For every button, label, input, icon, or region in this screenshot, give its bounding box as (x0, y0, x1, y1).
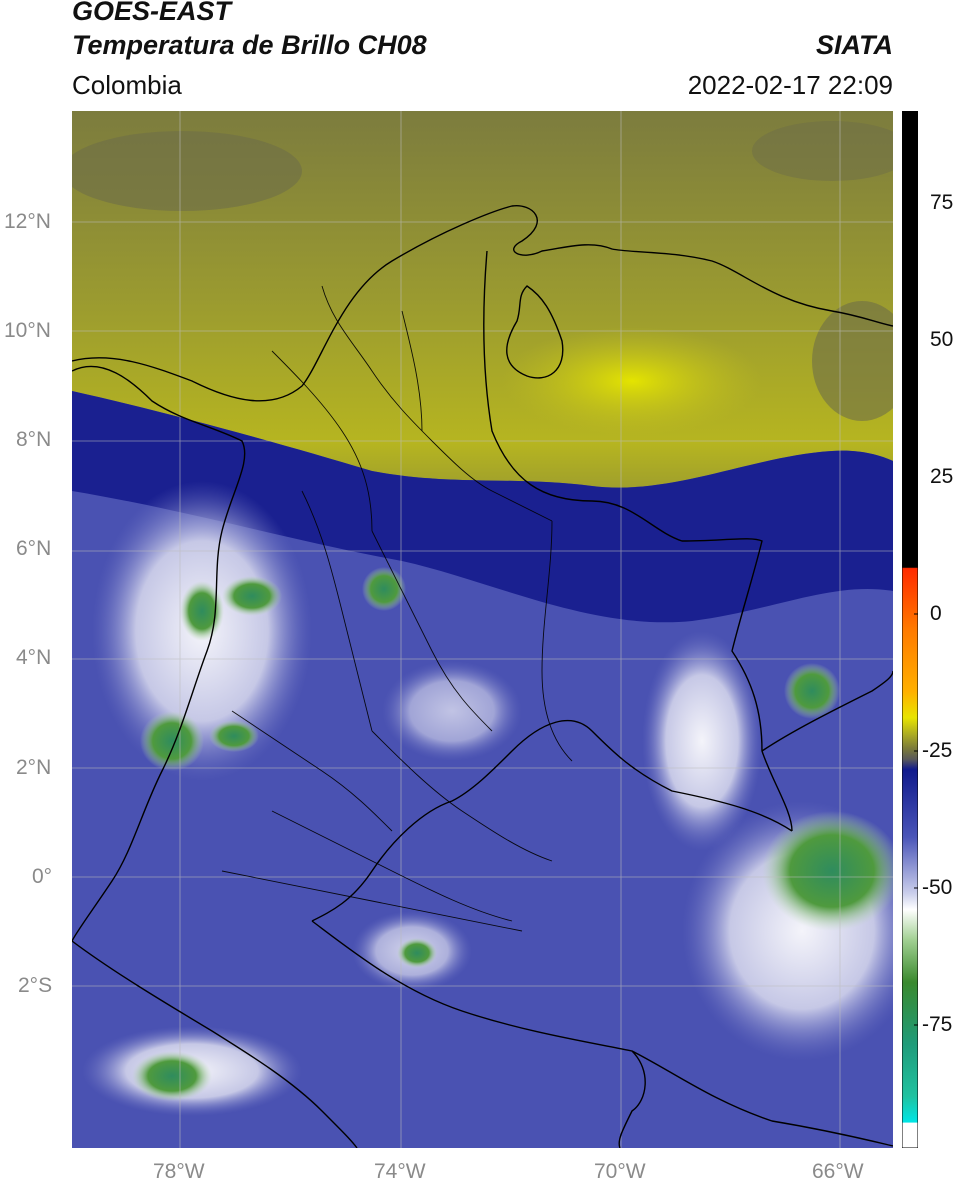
convective-cell (762, 811, 893, 931)
lat-label: 2°N (16, 756, 52, 779)
satellite-title: GOES-EAST (72, 0, 232, 26)
lat-label: 0° (32, 865, 53, 888)
colorbar-label: -75 (922, 1013, 953, 1036)
product-title: Temperatura de Brillo CH08 (72, 30, 427, 60)
lat-label: 12°N (4, 210, 51, 233)
convective-cell (222, 576, 282, 616)
colorbar-label: 25 (930, 465, 954, 488)
lat-label: 6°N (16, 537, 52, 560)
convective-cell (180, 581, 224, 641)
lon-label: 66°W (812, 1160, 864, 1183)
lat-label: 4°N (16, 646, 52, 669)
navy-band (72, 391, 893, 623)
lat-label: 2°S (18, 974, 53, 997)
convective-cell (362, 567, 406, 611)
colorbar (902, 111, 918, 1148)
convective-cell (209, 720, 259, 752)
colorbar-label: 50 (930, 328, 954, 351)
lat-label: 8°N (16, 428, 52, 451)
gray-patch (72, 131, 302, 211)
gray-patch (752, 121, 893, 181)
colorbar-label: -50 (922, 876, 953, 899)
lon-label: 78°W (153, 1160, 205, 1183)
cloud-white (382, 661, 522, 761)
cloud-white (642, 631, 762, 851)
satellite-map (72, 111, 893, 1148)
lon-label: 74°W (374, 1160, 426, 1183)
source-label: SIATA (816, 30, 893, 60)
lat-label: 10°N (4, 319, 51, 342)
convective-cell (397, 938, 437, 968)
lon-label: 70°W (594, 1160, 646, 1183)
region-label: Colombia (72, 70, 182, 100)
dry-maximum (502, 326, 762, 436)
datetime-label: 2022-02-17 22:09 (687, 70, 893, 100)
colorbar-label: -25 (922, 739, 953, 762)
country-borders (72, 205, 893, 1148)
colorbar-label: 0 (930, 602, 942, 625)
convective-cell (140, 711, 204, 771)
colorbar-label: 75 (930, 191, 954, 214)
convective-cell (784, 663, 840, 719)
graticule (72, 111, 893, 1148)
department-borders (221, 285, 573, 932)
convective-cell (132, 1051, 212, 1101)
